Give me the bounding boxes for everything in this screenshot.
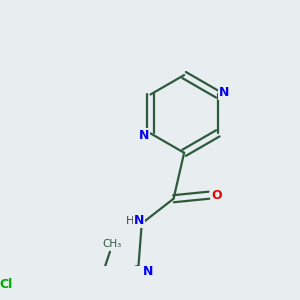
Text: N: N xyxy=(143,265,153,278)
Text: N: N xyxy=(134,214,144,227)
Text: N: N xyxy=(139,129,149,142)
Text: N: N xyxy=(219,86,230,99)
Text: H: H xyxy=(126,216,135,226)
Text: O: O xyxy=(211,189,222,202)
Text: CH₃: CH₃ xyxy=(102,239,121,249)
Text: Cl: Cl xyxy=(0,278,13,291)
